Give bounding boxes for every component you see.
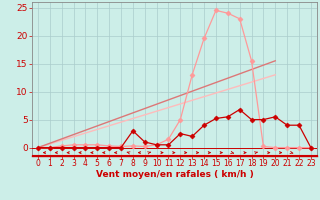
X-axis label: Vent moyen/en rafales ( km/h ): Vent moyen/en rafales ( km/h ) <box>96 170 253 179</box>
